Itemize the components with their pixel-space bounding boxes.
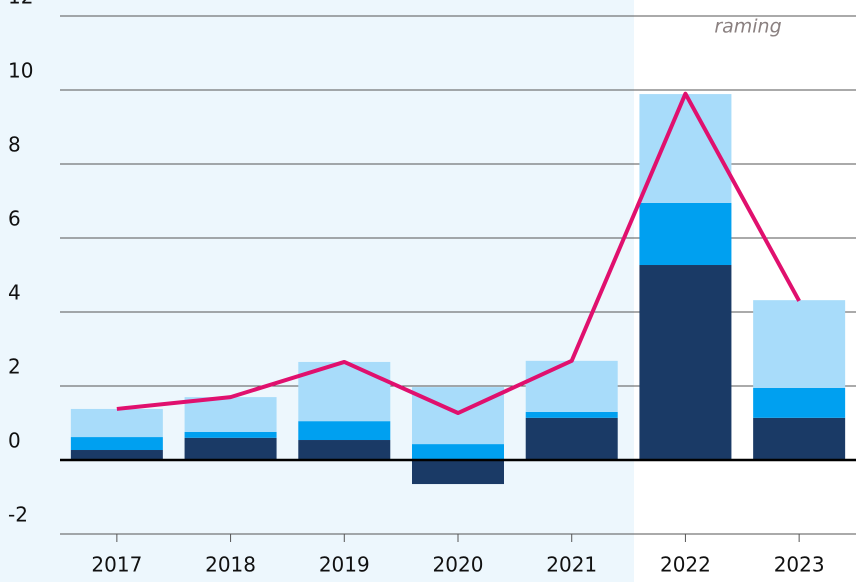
bar-segment (753, 417, 846, 460)
line (116, 91, 801, 416)
y-tick-label: 0 (8, 429, 21, 453)
x-tick-label: 2018 (205, 553, 256, 577)
y-tick-label: 6 (8, 207, 21, 231)
x-tick-label: 2023 (774, 553, 825, 577)
bar-segment (70, 437, 163, 451)
bar-segment (412, 387, 504, 445)
y-tick-label: 12 (8, 0, 33, 9)
bar-segment (753, 300, 846, 388)
bar-segment (184, 397, 277, 432)
annotation: raming (714, 16, 781, 38)
bar-segment (525, 417, 618, 460)
y-tick-label: 2 (8, 355, 21, 379)
bar-segment (184, 431, 277, 438)
bar-segment (298, 440, 391, 460)
bar-segment (412, 444, 504, 460)
history-background (0, 0, 634, 582)
bar-segment (639, 265, 732, 460)
bar-segment (639, 202, 732, 266)
x-tick-label: 2019 (319, 553, 370, 577)
bar-segment (184, 437, 277, 460)
x-tick-label: 2017 (91, 553, 142, 577)
bar-segment (70, 408, 163, 438)
x-tick-label: 2022 (660, 553, 711, 577)
bar-segment (70, 450, 163, 460)
bar-segment (753, 387, 846, 418)
y-tick-label: -2 (8, 503, 28, 527)
y-tick-label: 4 (8, 281, 21, 305)
y-tick-label: 8 (8, 133, 21, 157)
x-tick-label: 2020 (433, 553, 484, 577)
bar-segment (525, 411, 618, 418)
bar-segment (298, 421, 391, 441)
y-tick-label: 10 (8, 59, 33, 83)
x-tick-label: 2021 (546, 553, 597, 577)
bar-segment (412, 460, 504, 485)
bar-segment (525, 360, 618, 412)
